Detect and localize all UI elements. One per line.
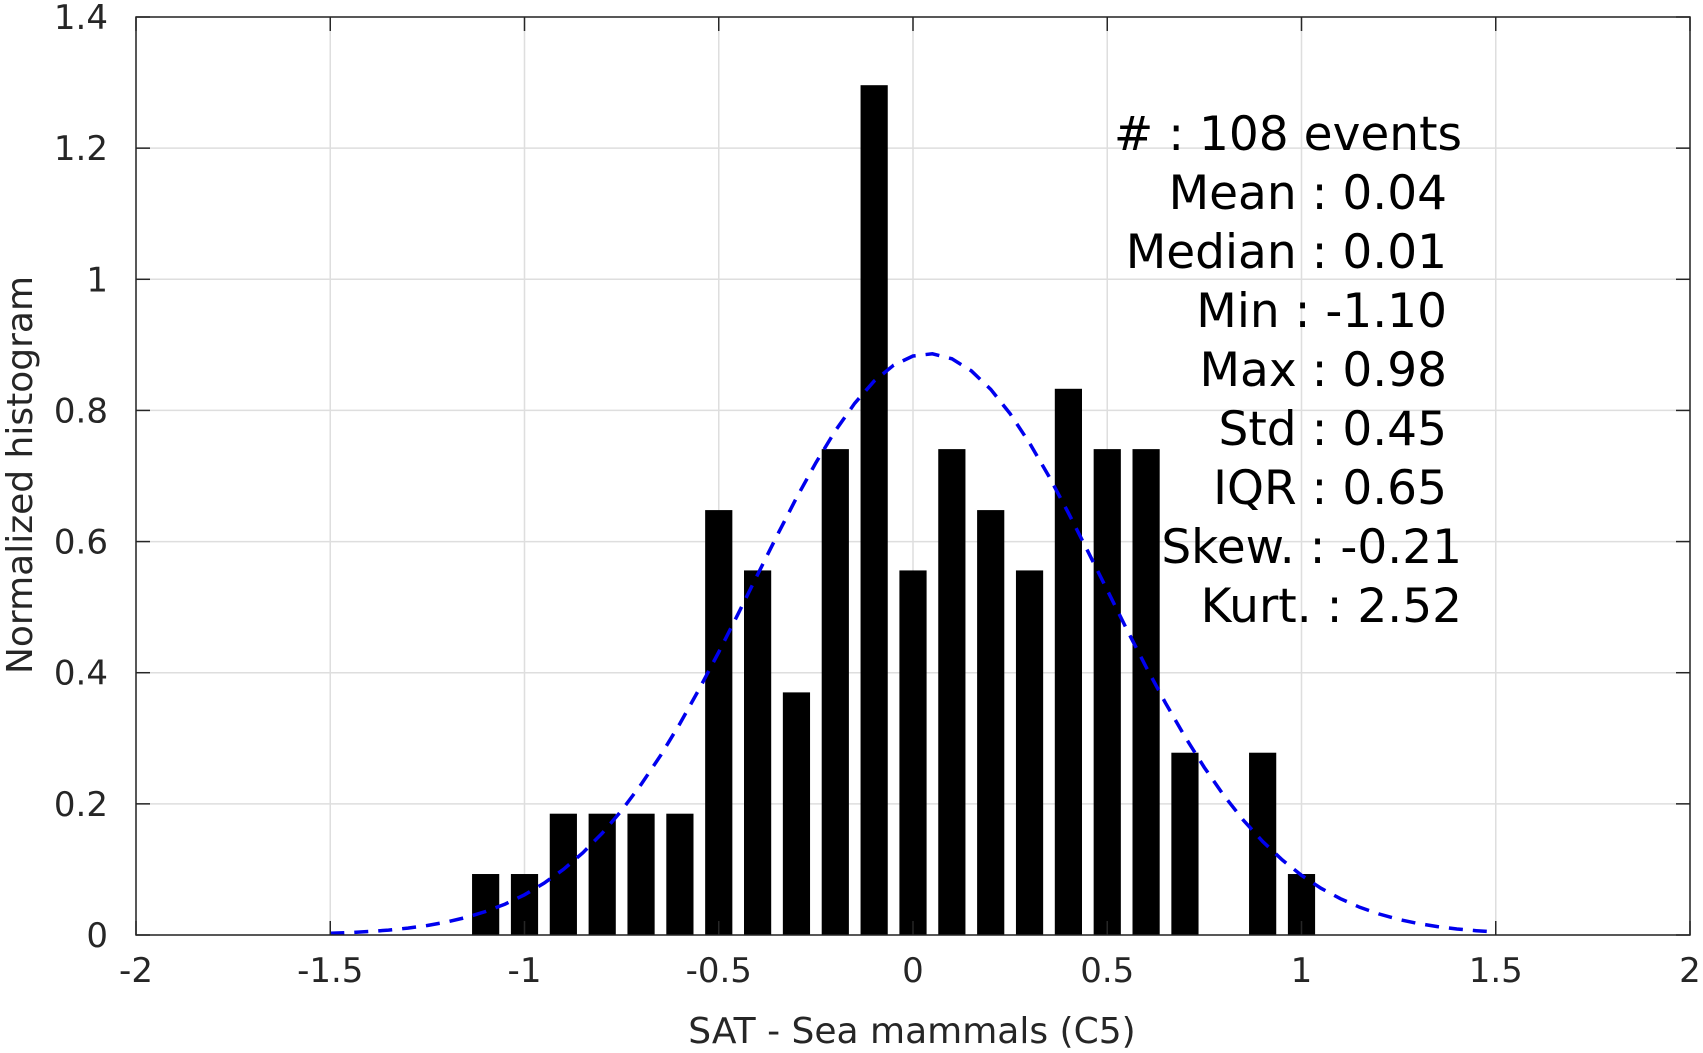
histogram-bar bbox=[627, 813, 655, 935]
x-tick-label: -1 bbox=[508, 951, 542, 991]
axis-ticks: -2 -1.5 -1 -0.5 0 0.5 1 1.5 2 0 0.2 0.4 0.6 0.8 1 1.2 1.… bbox=[54, 0, 1701, 991]
histogram-bar bbox=[666, 813, 694, 935]
y-tick-label: 0.6 bbox=[54, 523, 108, 563]
y-tick-label: 0.4 bbox=[54, 654, 108, 694]
histogram-bar bbox=[705, 510, 733, 935]
x-tick-label: 1.5 bbox=[1469, 951, 1523, 991]
histogram-bar bbox=[782, 692, 811, 935]
histogram-bar bbox=[1093, 449, 1121, 935]
stats-line: Mean : 0.04 bbox=[1169, 166, 1447, 221]
x-tick-label: 2 bbox=[1679, 951, 1701, 991]
y-axis-label: Normalized histogram bbox=[0, 276, 41, 674]
stats-line: # : 108 events bbox=[1114, 107, 1462, 162]
y-tick-label: 0 bbox=[86, 916, 108, 956]
stats-line: Median : 0.01 bbox=[1126, 225, 1447, 280]
histogram-bar bbox=[549, 813, 577, 935]
x-tick-label: -2 bbox=[119, 951, 153, 991]
x-tick-label: 1 bbox=[1291, 951, 1313, 991]
y-tick-label: 0.2 bbox=[54, 785, 108, 825]
stats-line: Kurt. : 2.52 bbox=[1201, 579, 1462, 634]
histogram-bar bbox=[472, 874, 500, 935]
histogram-bar bbox=[1015, 570, 1044, 935]
x-tick-label: 0.5 bbox=[1080, 951, 1134, 991]
fit-curve-layer bbox=[330, 352, 1496, 936]
histogram-bar bbox=[860, 85, 888, 936]
histogram-bar bbox=[938, 449, 966, 935]
stats-line: Min : -1.10 bbox=[1196, 284, 1447, 339]
x-tick-label: -0.5 bbox=[686, 951, 752, 991]
histogram-bar bbox=[821, 449, 849, 935]
x-axis-label: SAT - Sea mammals (C5) bbox=[688, 1011, 1135, 1052]
x-tick-label: 0 bbox=[902, 951, 924, 991]
histogram-bars bbox=[472, 85, 1316, 936]
y-tick-label: 1 bbox=[86, 260, 108, 300]
y-tick-label: 1.4 bbox=[54, 0, 108, 38]
histogram-bar bbox=[744, 570, 772, 935]
histogram-bar bbox=[1054, 388, 1082, 935]
stats-line: Skew. : -0.21 bbox=[1161, 520, 1462, 575]
x-tick-label: -1.5 bbox=[297, 951, 363, 991]
histogram-bar bbox=[899, 570, 927, 935]
stats-line: Max : 0.98 bbox=[1199, 343, 1447, 398]
normal-fit-curve bbox=[330, 352, 1496, 936]
y-tick-label: 1.2 bbox=[54, 129, 108, 169]
stats-line: IQR : 0.65 bbox=[1213, 461, 1447, 516]
histogram-bar bbox=[1132, 449, 1160, 935]
stats-line: Std : 0.45 bbox=[1219, 402, 1447, 457]
histogram-bar bbox=[977, 510, 1005, 935]
histogram-bar bbox=[1249, 752, 1277, 935]
histogram-bar bbox=[1171, 752, 1199, 935]
y-tick-label: 0.8 bbox=[54, 391, 108, 431]
